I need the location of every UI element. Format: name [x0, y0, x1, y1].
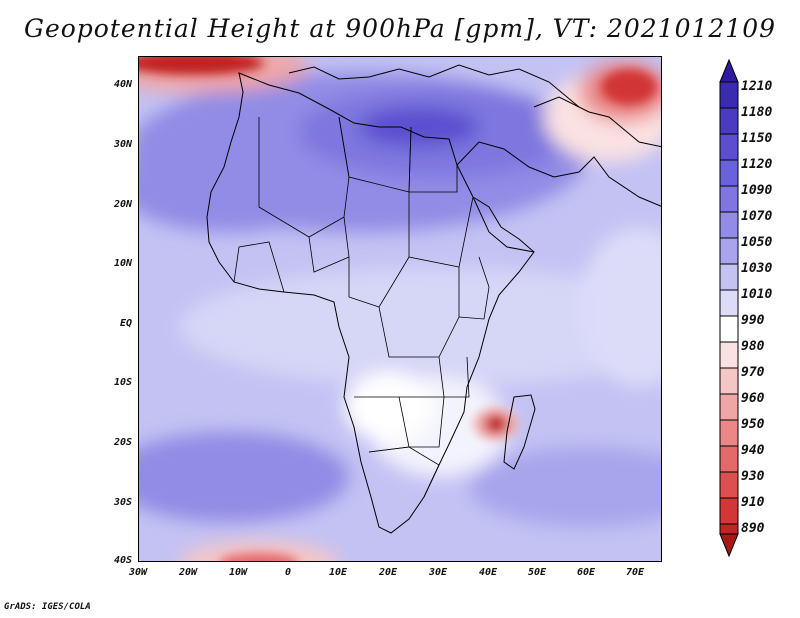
caspian-region: [533, 96, 661, 148]
field-south-low-core: [219, 553, 299, 561]
colorbar-box-2: [719, 107, 739, 135]
mediterranean-north: [288, 64, 580, 108]
colorbar-box-4: [719, 159, 739, 187]
africa-coast: [206, 72, 535, 534]
field-libya-core: [359, 107, 479, 147]
field-west-atlantic: [139, 142, 339, 232]
colorbar-bottom-arrow: [719, 533, 739, 558]
map-panel: [138, 56, 662, 562]
colorbar-box-7: [719, 237, 739, 265]
colorbar-top-arrow: [719, 58, 739, 83]
lat-label-10s: 10S: [113, 377, 132, 388]
colorbar-label: 1120: [741, 157, 773, 172]
height-field-cores: [139, 57, 657, 561]
colorbar-label: 980: [741, 339, 765, 354]
colorbar-label: 1010: [741, 287, 773, 302]
colorbar-label: 890: [741, 521, 765, 536]
field-south-low: [179, 541, 339, 561]
colorbar-box-3: [719, 133, 739, 161]
field-south-atlantic: [139, 432, 349, 522]
border-south-africa: [368, 446, 440, 498]
colorbar-label: 940: [741, 443, 765, 458]
colorbar-box-16: [719, 471, 739, 499]
colorbar-box-9: [719, 289, 739, 317]
lon-label-20e: 20E: [378, 567, 398, 578]
colorbar-label: 1180: [741, 105, 773, 120]
colorbar-box-8: [719, 263, 739, 291]
colorbar-label: 1030: [741, 261, 773, 276]
colorbar-box-18: [719, 523, 739, 535]
colorbar: [719, 58, 739, 558]
lat-label-20n: 20N: [113, 199, 132, 210]
border-sudan: [408, 192, 474, 268]
colorbar-label: 950: [741, 417, 765, 432]
colorbar-box-1: [719, 81, 739, 109]
border-chad: [348, 256, 410, 308]
map-title: Geopotential Height at 900hPa [gpm], VT:…: [23, 14, 777, 43]
colorbar-label: 1090: [741, 183, 773, 198]
colorbar-label: 970: [741, 365, 765, 380]
lon-label-60e: 60E: [576, 567, 596, 578]
border-tanzania: [438, 356, 470, 398]
lon-label-0: 0: [284, 567, 292, 578]
field-indian-ocean: [579, 227, 661, 387]
border-west-africa: [233, 241, 285, 293]
colorbar-label: 1050: [741, 235, 773, 250]
lon-label-10w: 10W: [228, 567, 248, 578]
colorbar-box-10: [719, 315, 739, 343]
lat-label-40n: 40N: [113, 79, 132, 90]
map-canvas: [139, 57, 661, 561]
lat-label-eq: EQ: [119, 318, 132, 329]
colorbar-box-17: [719, 497, 739, 525]
lon-label-70e: 70E: [625, 567, 645, 578]
borders: [233, 116, 490, 498]
field-cyclone-core: [485, 415, 507, 433]
arabia-coast: [456, 141, 661, 207]
field-tropics: [179, 267, 661, 387]
madagascar-coast: [503, 394, 536, 470]
border-egypt: [408, 126, 458, 193]
field-nw-low-core: [139, 57, 264, 75]
lat-label-10n: 10N: [113, 258, 132, 269]
colorbar-box-6: [719, 211, 739, 239]
border-zambia: [399, 396, 445, 448]
lon-label-50e: 50E: [527, 567, 547, 578]
footer-credit: GrADS: IGES/COLA: [4, 602, 91, 612]
colorbar-label: 930: [741, 469, 765, 484]
height-field: [139, 57, 661, 561]
coastlines: [206, 64, 661, 534]
lon-label-10e: 10E: [328, 567, 348, 578]
lon-label-20w: 20W: [178, 567, 198, 578]
colorbar-box-5: [719, 185, 739, 213]
colorbar-box-12: [719, 367, 739, 395]
colorbar-box-14: [719, 419, 739, 447]
lon-label-30e: 30E: [428, 567, 448, 578]
border-niger: [308, 216, 350, 273]
colorbar-box-11: [719, 341, 739, 369]
red-sea-east: [472, 196, 535, 253]
colorbar-label: 910: [741, 495, 765, 510]
field-angola: [344, 372, 434, 442]
lat-label-20s: 20S: [113, 437, 132, 448]
lat-label-30n: 30N: [113, 139, 132, 150]
lon-label-30w: 30W: [128, 567, 148, 578]
colorbar-label: 960: [741, 391, 765, 406]
border-ethiopia: [458, 256, 490, 320]
colorbar-label: 1070: [741, 209, 773, 224]
lat-label-30s: 30S: [113, 497, 132, 508]
lat-label-40s: 40S: [113, 555, 132, 566]
colorbar-label: 1210: [741, 79, 773, 94]
colorbar-box-13: [719, 393, 739, 421]
colorbar-label: 1150: [741, 131, 773, 146]
lon-label-40e: 40E: [478, 567, 498, 578]
colorbar-label: 990: [741, 313, 765, 328]
colorbar-box-15: [719, 445, 739, 473]
field-south-indian: [469, 447, 661, 527]
field-ne-low-core: [601, 69, 657, 105]
